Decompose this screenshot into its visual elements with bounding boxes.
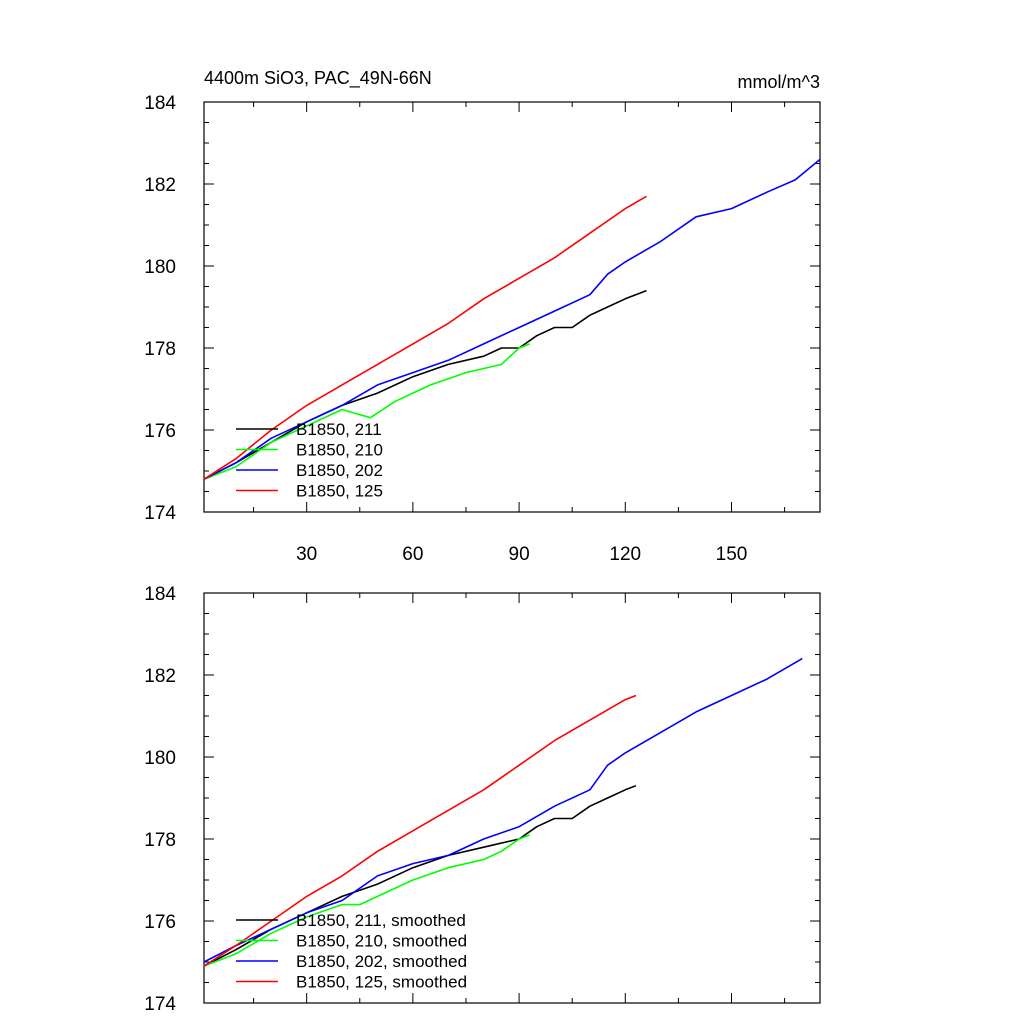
- legend-label-0: B1850, 211, smoothed: [296, 911, 466, 930]
- legend-label-1: B1850, 210: [296, 441, 383, 460]
- legend-label-2: B1850, 202, smoothed: [296, 952, 467, 971]
- x-tick-label: 90: [509, 544, 530, 565]
- y-tick-label: 176: [144, 421, 176, 442]
- series-line-0: [203, 289, 647, 480]
- x-tick-label: 30: [296, 544, 317, 565]
- units-label: mmol/m^3: [738, 72, 820, 92]
- y-tick-label: 180: [144, 748, 176, 769]
- y-tick-label: 178: [144, 339, 176, 360]
- series-line-2: [203, 657, 803, 963]
- legend-label-3: B1850, 125, smoothed: [296, 973, 467, 992]
- y-tick-label: 176: [144, 912, 176, 933]
- y-tick-label: 182: [144, 666, 176, 687]
- x-tick-label: 120: [609, 544, 641, 565]
- y-tick-label: 174: [144, 994, 176, 1015]
- y-tick-label: 178: [144, 830, 176, 851]
- series-line-2: [203, 158, 821, 480]
- legend-label-0: B1850, 211: [296, 420, 382, 439]
- y-tick-label: 174: [144, 503, 176, 524]
- legend-label-2: B1850, 202: [296, 461, 383, 480]
- y-tick-label: 184: [144, 584, 176, 605]
- y-tick-label: 180: [144, 257, 176, 278]
- legend-label-1: B1850, 210, smoothed: [296, 932, 467, 951]
- y-tick-label: 182: [144, 175, 176, 196]
- y-tick-label: 184: [144, 93, 176, 114]
- series-line-3: [203, 195, 647, 480]
- chart-title: 4400m SiO3, PAC_49N-66N: [204, 68, 432, 89]
- legend-label-3: B1850, 125: [296, 482, 383, 501]
- x-tick-label: 60: [402, 544, 423, 565]
- series-line-1: [203, 343, 530, 480]
- series-line-1: [203, 834, 530, 967]
- series-line-3: [203, 694, 637, 967]
- x-tick-label: 150: [716, 544, 748, 565]
- bottom-panel: 174 176 178 180 182 184 B1850, 211, smoothed B1…: [144, 584, 821, 1015]
- top-panel: 4400m SiO3, PAC_49N-66N mmol/m^3 174 176 1…: [144, 68, 821, 565]
